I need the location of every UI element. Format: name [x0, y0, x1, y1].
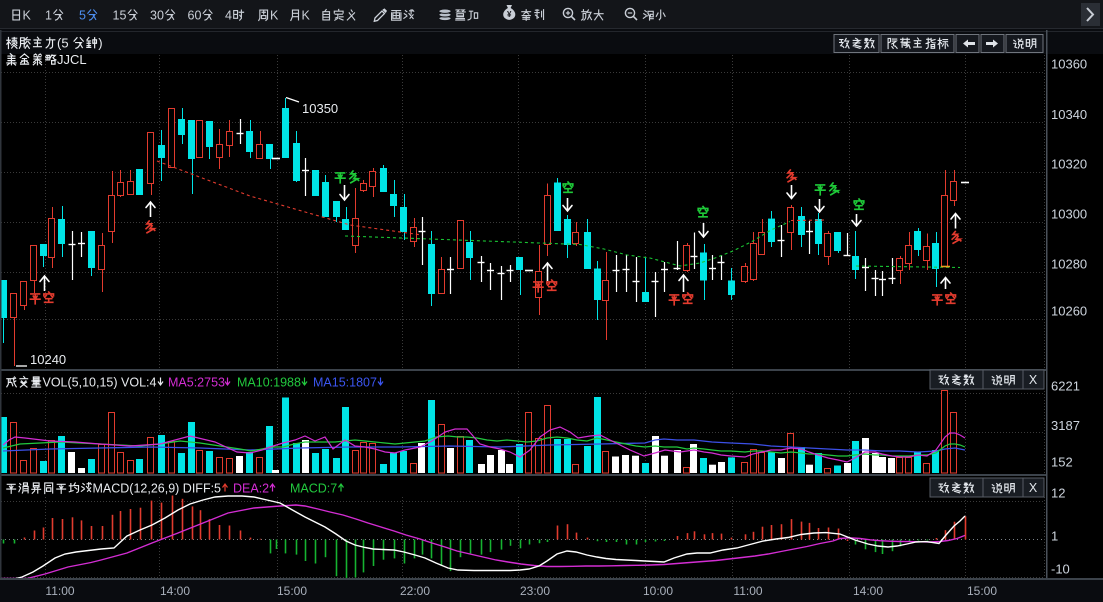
svg-text:10300: 10300 [1051, 207, 1087, 222]
svg-text:MACD:7: MACD:7 [290, 481, 337, 495]
svg-text:10260: 10260 [1051, 304, 1087, 319]
svg-text:23:00: 23:00 [520, 584, 550, 598]
svg-text:K: K [270, 8, 279, 22]
svg-text:5: 5 [79, 8, 86, 22]
svg-text:30: 30 [150, 8, 164, 22]
svg-text:MACD(12,26,9) DIFF:5: MACD(12,26,9) DIFF:5 [93, 481, 222, 495]
svg-text:11:00: 11:00 [733, 584, 762, 598]
svg-text:3187: 3187 [1051, 418, 1080, 433]
svg-text:(5: (5 [57, 36, 69, 51]
svg-text:MA5:2753: MA5:2753 [168, 375, 225, 389]
svg-text:1: 1 [1051, 529, 1058, 544]
svg-text:10360: 10360 [1051, 57, 1087, 72]
svg-text:MA10:1988: MA10:1988 [237, 375, 301, 389]
svg-text:152: 152 [1051, 455, 1073, 470]
svg-text:MA15:1807: MA15:1807 [313, 375, 377, 389]
svg-text:-10: -10 [1051, 562, 1070, 577]
svg-text:10320: 10320 [1051, 157, 1087, 172]
svg-text:VOL(5,10,15) VOL:4: VOL(5,10,15) VOL:4 [43, 375, 157, 389]
svg-text:6221: 6221 [1051, 379, 1080, 394]
svg-text:12: 12 [1051, 486, 1065, 501]
svg-text:K: K [23, 8, 32, 22]
svg-text:10240: 10240 [30, 352, 66, 367]
svg-text:15:00: 15:00 [967, 584, 997, 598]
svg-text:DEA:2: DEA:2 [233, 481, 269, 495]
svg-text:22:00: 22:00 [400, 584, 430, 598]
svg-text:14:00: 14:00 [160, 584, 190, 598]
svg-text:10280: 10280 [1051, 257, 1087, 272]
svg-text:10350: 10350 [302, 101, 338, 116]
svg-text:10:00: 10:00 [643, 584, 673, 598]
svg-text:¥: ¥ [507, 10, 512, 19]
svg-text:10340: 10340 [1051, 107, 1087, 122]
svg-text:60: 60 [188, 8, 202, 22]
svg-text:X: X [1029, 481, 1038, 495]
svg-text:1: 1 [45, 8, 52, 22]
svg-text:): ) [98, 36, 102, 51]
svg-text:X: X [1029, 373, 1038, 387]
svg-text:11:00: 11:00 [45, 584, 74, 598]
svg-text:15: 15 [113, 8, 127, 22]
svg-text:15:00: 15:00 [277, 584, 307, 598]
svg-text:JJCL: JJCL [57, 52, 87, 67]
svg-text:K: K [302, 8, 311, 22]
svg-text:14:00: 14:00 [853, 584, 883, 598]
svg-text:4: 4 [225, 8, 232, 22]
